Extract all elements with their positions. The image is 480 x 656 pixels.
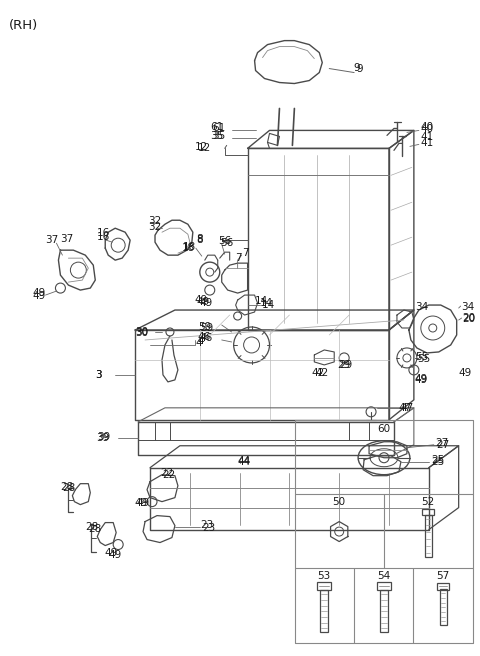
Bar [440, 590, 447, 625]
Text: 14: 14 [260, 298, 273, 308]
Text: 59: 59 [198, 322, 211, 332]
Text: 18: 18 [183, 242, 196, 252]
Text: 22: 22 [160, 468, 173, 478]
Text: 44: 44 [238, 457, 251, 466]
Text: 4: 4 [196, 338, 203, 348]
Text: 49: 49 [200, 298, 213, 308]
Text: 41: 41 [421, 133, 434, 142]
Text: 22: 22 [162, 470, 175, 480]
Bar [425, 514, 432, 556]
Text: 14: 14 [254, 296, 268, 306]
Text: 30: 30 [135, 328, 148, 338]
Text: 46: 46 [198, 332, 211, 342]
Text: 47: 47 [399, 403, 412, 413]
Text: 49: 49 [134, 498, 147, 508]
Text: 61: 61 [212, 123, 225, 133]
Text: 55: 55 [415, 352, 428, 362]
Text: 42: 42 [312, 368, 324, 378]
Text: 27: 27 [435, 438, 448, 448]
Text: 40: 40 [421, 125, 434, 134]
Text: 27: 27 [436, 440, 449, 450]
Text: (RH): (RH) [9, 18, 38, 31]
Text: 28: 28 [88, 523, 102, 533]
Text: 23: 23 [200, 520, 213, 529]
Text: 46: 46 [200, 333, 213, 343]
Text: 34: 34 [415, 302, 428, 312]
Text: 49: 49 [33, 291, 46, 301]
Text: 7: 7 [235, 253, 241, 263]
Text: 52: 52 [421, 497, 434, 506]
Text: 39: 39 [97, 432, 110, 441]
Text: 56: 56 [218, 236, 231, 246]
Text: 49: 49 [197, 297, 210, 307]
Text: 53: 53 [318, 571, 331, 581]
Text: 41: 41 [421, 138, 434, 148]
Text: 12: 12 [195, 142, 208, 152]
Text: 29: 29 [339, 360, 352, 370]
Text: 28: 28 [85, 522, 98, 531]
Text: 35: 35 [210, 131, 223, 142]
Text: 16: 16 [97, 228, 110, 238]
Text: 16: 16 [97, 232, 110, 242]
Text: 32: 32 [148, 216, 161, 226]
Text: 8: 8 [196, 236, 203, 245]
Bar [380, 590, 388, 632]
Text: 39: 39 [96, 433, 109, 443]
Text: 8: 8 [196, 234, 203, 244]
Bar [320, 590, 328, 632]
Bar [422, 508, 434, 514]
Text: 47: 47 [401, 403, 414, 413]
Text: 49: 49 [136, 498, 149, 508]
Text: 9: 9 [353, 62, 360, 73]
Text: 42: 42 [315, 368, 328, 378]
Text: 50: 50 [333, 497, 346, 506]
Text: 54: 54 [377, 571, 391, 581]
Text: 7: 7 [241, 248, 248, 258]
Text: 37: 37 [60, 234, 74, 244]
Text: 60: 60 [377, 424, 391, 434]
Text: 61: 61 [210, 123, 223, 133]
Text: 4: 4 [198, 336, 204, 346]
Text: 37: 37 [46, 236, 59, 245]
Text: 3: 3 [95, 370, 102, 380]
Bar [317, 583, 331, 590]
Text: 28: 28 [60, 482, 74, 492]
Text: 44: 44 [238, 456, 251, 466]
Text: 30: 30 [135, 327, 148, 337]
Text: 49: 49 [33, 288, 46, 298]
Text: 28: 28 [62, 483, 76, 493]
Text: 20: 20 [463, 313, 476, 323]
Text: 56: 56 [220, 238, 233, 248]
Text: 40: 40 [421, 123, 434, 133]
Text: 55: 55 [417, 354, 430, 364]
Text: 9: 9 [356, 64, 363, 73]
Text: 25: 25 [431, 457, 444, 466]
Text: 35: 35 [212, 131, 225, 142]
Text: 32: 32 [148, 222, 161, 232]
Text: 59: 59 [200, 323, 213, 333]
Text: 29: 29 [337, 360, 350, 370]
Text: 23: 23 [202, 523, 215, 533]
Text: 49: 49 [415, 374, 428, 384]
Text: 18: 18 [182, 243, 195, 253]
Text: 12: 12 [198, 144, 211, 154]
Text: 57: 57 [436, 571, 449, 581]
Bar [377, 583, 391, 590]
Text: 49: 49 [415, 375, 428, 385]
Text: 49: 49 [104, 548, 118, 558]
Text: 49: 49 [459, 368, 472, 378]
Text: 49: 49 [108, 550, 121, 560]
Bar [437, 583, 449, 590]
Text: 20: 20 [463, 314, 476, 324]
Text: 34: 34 [462, 302, 475, 312]
Text: 25: 25 [431, 455, 444, 464]
Text: 14: 14 [262, 300, 275, 310]
Text: 3: 3 [95, 370, 102, 380]
Text: 49: 49 [195, 295, 208, 305]
